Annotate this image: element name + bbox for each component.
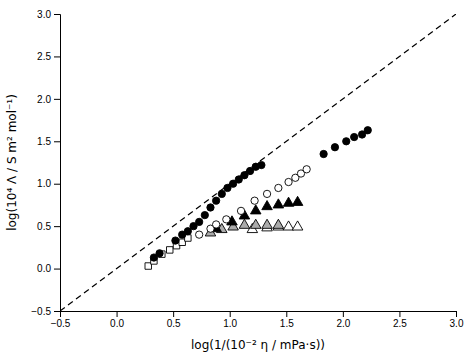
- point: [196, 231, 203, 238]
- tick-label: 2.0: [37, 94, 51, 105]
- point: [258, 161, 265, 168]
- tick-mark: [54, 311, 60, 312]
- tick: 2.0: [37, 94, 60, 105]
- chart: −0.5 0.0 0.5 1.0 1.5 2.0 2.5 3.0 −0.5 0.0 0.5 1.0 1.…: [0, 0, 474, 359]
- point: [292, 196, 303, 205]
- axis-line: [54, 15, 61, 312]
- tick-label: 0.0: [110, 318, 124, 329]
- point: [285, 178, 292, 185]
- point: [364, 127, 371, 134]
- point: [283, 221, 294, 230]
- tick: 0.0: [37, 263, 60, 274]
- marks: [60, 14, 456, 311]
- tick-label: −0.5: [31, 306, 51, 317]
- point: [262, 219, 273, 228]
- tick-mark: [54, 99, 60, 100]
- point: [251, 197, 258, 204]
- tick-label: 1.5: [37, 136, 51, 147]
- tick-mark: [399, 311, 400, 317]
- tick: 3.0: [37, 9, 60, 20]
- line: [60, 14, 456, 311]
- point: [343, 138, 350, 145]
- point: [212, 221, 219, 228]
- point: [292, 221, 303, 230]
- point: [263, 190, 270, 197]
- point: [156, 250, 163, 257]
- point: [218, 190, 225, 197]
- point: [167, 247, 173, 253]
- tick-label: 2.5: [37, 51, 51, 62]
- tick-label: 0.5: [37, 221, 51, 232]
- tick-mark: [456, 311, 457, 317]
- tick-mark: [230, 311, 231, 317]
- tick: 1.5: [280, 311, 294, 329]
- tick: 1.0: [37, 178, 60, 189]
- point: [172, 237, 179, 244]
- tick-label: 1.5: [280, 318, 294, 329]
- series: [205, 219, 283, 236]
- tick-mark: [54, 226, 60, 227]
- series: [211, 196, 303, 231]
- y-axis-title: log(10⁴ Λ / S m² mol⁻¹): [5, 94, 19, 231]
- y-axis: −0.5 0.0 0.5 1.0 1.5 2.0 2.5 3.0: [31, 9, 60, 317]
- tick-label: 2.0: [336, 318, 350, 329]
- tick: 0.5: [37, 221, 60, 232]
- tick-mark: [54, 141, 60, 142]
- tick-label: 3.0: [450, 318, 464, 329]
- tick-mark: [343, 311, 344, 317]
- plot: −0.5 0.0 0.5 1.0 1.5 2.0 2.5 3.0 −0.5 0.0 0.5 1.0 1.…: [31, 9, 464, 329]
- tick: 3.0: [450, 311, 464, 329]
- point: [239, 219, 250, 228]
- tick: 0.0: [110, 311, 124, 329]
- tick-label: 1.0: [223, 318, 237, 329]
- tick-mark: [54, 56, 60, 57]
- point: [273, 199, 284, 208]
- tick-label: 1.0: [37, 178, 51, 189]
- tick-mark: [286, 311, 287, 317]
- point: [262, 201, 273, 210]
- tick: 2.5: [393, 311, 407, 329]
- tick-mark: [117, 311, 118, 317]
- tick-mark: [54, 14, 60, 15]
- series: [145, 235, 191, 269]
- point: [303, 166, 310, 173]
- tick-label: −0.5: [51, 318, 71, 329]
- tick: −0.5: [51, 311, 71, 329]
- point: [275, 184, 282, 191]
- tick: 1.0: [223, 311, 237, 329]
- axis-line: [61, 312, 457, 318]
- series: [196, 166, 311, 239]
- tick-mark: [54, 269, 60, 270]
- point: [212, 197, 219, 204]
- tick-label: 0.5: [167, 318, 181, 329]
- tick: 2.0: [336, 311, 350, 329]
- tick: −0.5: [31, 306, 60, 317]
- point: [223, 216, 230, 223]
- tick: 2.5: [37, 51, 60, 62]
- tick: 0.5: [167, 311, 181, 329]
- point: [320, 150, 327, 157]
- series: [150, 127, 371, 262]
- tick-mark: [54, 184, 60, 185]
- point: [250, 219, 261, 228]
- point: [237, 207, 244, 214]
- point: [351, 133, 358, 140]
- tick-label: 2.5: [393, 318, 407, 329]
- point: [196, 218, 203, 225]
- point: [201, 211, 208, 218]
- x-axis: −0.5 0.0 0.5 1.0 1.5 2.0 2.5 3.0: [51, 311, 464, 329]
- tick-mark: [173, 311, 174, 317]
- point: [250, 205, 261, 214]
- point: [273, 219, 284, 228]
- x-axis-title: log(1/(10⁻² η / mPa·s)): [191, 338, 325, 352]
- tick-label: 3.0: [37, 9, 51, 20]
- point: [207, 204, 214, 211]
- tick: 1.5: [37, 136, 60, 147]
- point: [331, 144, 338, 151]
- tick-label: 0.0: [37, 263, 51, 274]
